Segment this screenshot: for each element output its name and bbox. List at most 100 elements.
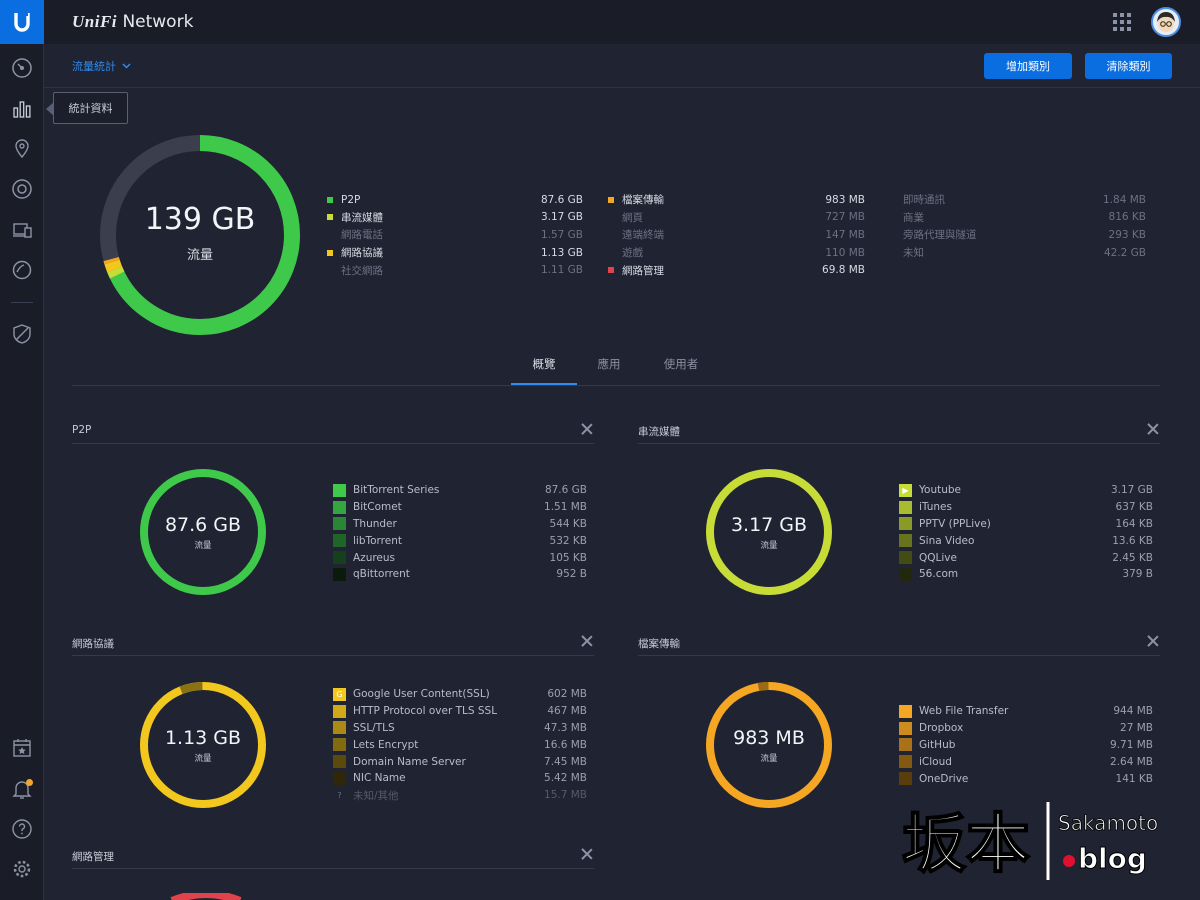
help-icon[interactable] [9, 816, 35, 842]
list-item[interactable]: Thunder 544 KB [333, 516, 587, 533]
app-swatch [333, 534, 346, 548]
list-item[interactable]: iTunes 637 KB [899, 499, 1153, 516]
list-item[interactable]: QQLive 2.45 KB [899, 549, 1153, 566]
list-item[interactable]: 56.com 379 B [899, 566, 1153, 583]
clear-category-button[interactable]: 清除類別 [1085, 53, 1172, 79]
app-swatch [333, 483, 346, 497]
list-item[interactable]: HTTP Protocol over TLS SSL 467 MB [333, 703, 587, 720]
legend-swatch [608, 250, 614, 256]
app-swatch [333, 755, 346, 769]
legend-swatch [608, 232, 614, 238]
summary-row[interactable]: 商業 816 KB [903, 209, 1146, 227]
summary-row[interactable]: 網路電話 1.57 GB [327, 226, 583, 244]
panel-header: 網路管理 [72, 845, 594, 869]
app-swatch [899, 517, 912, 531]
close-icon[interactable] [580, 634, 594, 648]
dashboard-nav-icon[interactable] [9, 55, 35, 81]
shield-nav-icon[interactable] [9, 321, 35, 347]
tab-users[interactable]: 使用者 [663, 357, 699, 371]
summary-name: 遊戲 [622, 247, 643, 260]
view-dropdown[interactable]: 流量統計 [72, 58, 131, 74]
summary-value: 42.2 GB [1103, 246, 1146, 259]
events-calendar-icon[interactable] [9, 735, 35, 761]
close-icon[interactable] [1146, 422, 1160, 436]
summary-row[interactable]: 網路協議 1.13 GB [327, 244, 583, 262]
close-icon[interactable] [580, 422, 594, 436]
summary-value: 1.84 MB [1103, 193, 1146, 206]
list-item[interactable]: libTorrent 532 KB [333, 532, 587, 549]
devices-nav-icon[interactable] [9, 176, 35, 202]
total-traffic-donut [100, 135, 300, 335]
summary-row[interactable]: 串流媒體 3.17 GB [327, 209, 583, 227]
list-item[interactable]: Dropbox 27 MB [899, 720, 1153, 737]
summary-row[interactable]: 檔案傳輸 983 MB [608, 191, 865, 209]
list-item[interactable]: NIC Name 5.42 MB [333, 770, 587, 787]
summary-row[interactable]: 遠端終端 147 MB [608, 226, 865, 244]
summary-row[interactable]: 未知 42.2 GB [903, 244, 1146, 262]
statistics-tooltip: 統計資料 [46, 92, 128, 124]
svg-text:坂本: 坂本 [902, 807, 1030, 882]
list-item[interactable]: Domain Name Server 7.45 MB [333, 753, 587, 770]
list-item[interactable]: PPTV (PPLive) 164 KB [899, 516, 1153, 533]
summary-name: 檔案傳輸 [622, 194, 664, 207]
app-swatch [333, 500, 346, 514]
summary-value: 816 KB [1108, 211, 1146, 224]
protocol-donut [140, 682, 266, 808]
clients-nav-icon[interactable] [9, 217, 35, 243]
summary-row[interactable]: 旁路代理與隧道 293 KB [903, 226, 1146, 244]
add-category-button[interactable]: 增加類別 [984, 53, 1072, 79]
list-item[interactable]: GitHub 9.71 MB [899, 737, 1153, 754]
tab-overview[interactable]: 概覽 [511, 356, 577, 385]
summary-row[interactable]: 網頁 727 MB [608, 209, 865, 227]
list-item[interactable]: BitTorrent Series 87.6 GB [333, 482, 587, 499]
list-item[interactable]: G Google User Content(SSL) 602 MB [333, 686, 587, 703]
app-value: 637 KB [1115, 501, 1153, 514]
tab-applications[interactable]: 應用 [597, 357, 621, 371]
statistics-nav-icon[interactable] [9, 96, 35, 122]
list-item[interactable]: Lets Encrypt 16.6 MB [333, 736, 587, 753]
summary-name: 網路協議 [341, 247, 383, 260]
settings-gear-icon[interactable] [9, 856, 35, 882]
panel-title: 網路協議 [72, 638, 114, 650]
toolbar: 流量統計 增加類別 清除類別 [44, 44, 1200, 88]
list-item[interactable]: SSL/TLS 47.3 MB [333, 720, 587, 737]
insights-nav-icon[interactable] [9, 257, 35, 283]
apps-grid-icon[interactable] [1113, 13, 1131, 31]
close-icon[interactable] [580, 847, 594, 861]
top-header: UniFi Network [44, 0, 1200, 44]
list-item[interactable]: Azureus 105 KB [333, 549, 587, 566]
panel-network-management: 網路管理 [72, 845, 594, 869]
summary-value: 69.8 MB [822, 264, 865, 277]
chevron-down-icon [122, 63, 131, 69]
ubiquiti-logo[interactable] [0, 0, 44, 44]
list-item[interactable]: qBittorrent 952 B [333, 566, 587, 583]
app-value: 532 KB [549, 534, 587, 547]
list-item[interactable]: ▶ Youtube 3.17 GB [899, 482, 1153, 499]
app-value: 1.51 MB [544, 501, 587, 514]
app-name: qBittorrent [353, 568, 410, 581]
alerts-bell-icon[interactable] [9, 776, 35, 802]
list-item[interactable]: OneDrive 141 KB [899, 770, 1153, 787]
app-swatch [333, 567, 346, 581]
summary-row[interactable]: 遊戲 110 MB [608, 244, 865, 262]
google-icon: G [333, 687, 346, 701]
total-traffic-value: 139 GB [144, 202, 256, 237]
summary-row[interactable]: P2P 87.6 GB [327, 191, 583, 209]
app-value: 47.3 MB [544, 721, 587, 734]
list-item[interactable]: BitComet 1.51 MB [333, 499, 587, 516]
user-avatar[interactable] [1151, 7, 1181, 37]
list-item[interactable]: Sina Video 13.6 KB [899, 532, 1153, 549]
list-item[interactable]: ? 未知/其他 15.7 MB [333, 787, 587, 804]
app-name: Domain Name Server [353, 755, 466, 768]
map-nav-icon[interactable] [9, 136, 35, 162]
brand-unifi: UniFi [72, 12, 118, 31]
summary-name: 網頁 [622, 211, 643, 224]
summary-row[interactable]: 社交網路 1.11 GB [327, 261, 583, 279]
list-item[interactable]: Web File Transfer 944 MB [899, 703, 1153, 720]
summary-row[interactable]: 即時通訊 1.84 MB [903, 191, 1146, 209]
summary-row[interactable]: 網路管理 69.8 MB [608, 261, 865, 279]
summary-value: 1.11 GB [540, 264, 583, 277]
close-icon[interactable] [1146, 634, 1160, 648]
app-swatch [333, 517, 346, 531]
list-item[interactable]: iCloud 2.64 MB [899, 753, 1153, 770]
